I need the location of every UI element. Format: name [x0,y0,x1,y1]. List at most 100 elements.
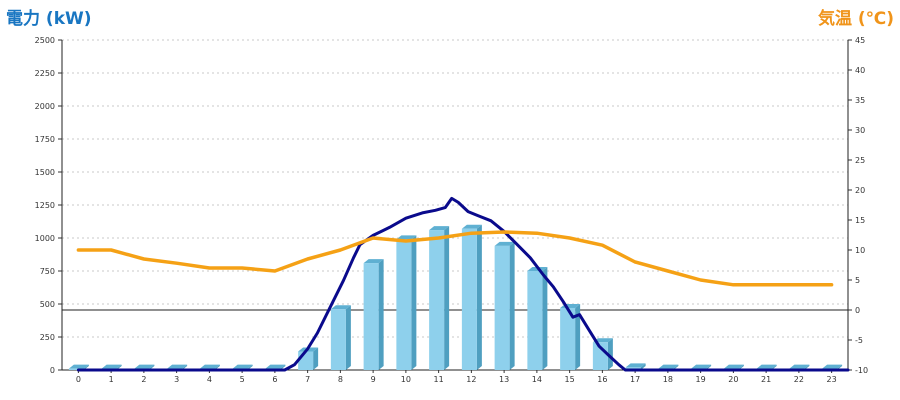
bar-side [444,226,450,370]
bar [429,226,450,370]
right-tick-label: 15 [855,216,865,225]
bar-face [527,271,543,370]
x-tick-label: 4 [207,375,212,384]
left-tick-label: 1750 [35,135,55,144]
temperature-line [76,230,834,287]
bar-side [640,363,646,370]
bar-side [378,259,384,370]
bar-top [68,364,89,369]
x-tick-label: 17 [630,375,640,384]
bar-top [756,364,777,369]
left-tick-label: 2500 [35,36,55,45]
x-tick-label: 13 [499,375,509,384]
x-tick-label: 18 [663,375,673,384]
x-tick-label: 5 [240,375,245,384]
x-tick-label: 21 [761,375,771,384]
bar-face [396,239,412,370]
right-tick-label: -5 [855,336,863,345]
right-tick-label: 25 [855,156,865,165]
bar-top [101,364,122,369]
right-tick-label: 35 [855,96,865,105]
x-tick-label: 0 [76,375,81,384]
bar-top [461,224,482,229]
bar [461,224,482,370]
bar-side [313,347,319,370]
x-tick-label: 11 [434,375,444,384]
left-tick-label: 0 [50,366,55,375]
x-tick-label: 14 [532,375,542,384]
bar-side [542,267,548,370]
x-tick-label: 22 [794,375,804,384]
right-tick-label: 20 [855,186,865,195]
bar [527,267,548,370]
bar-top [363,259,384,264]
left-tick-label: 1250 [35,201,55,210]
bar-top [822,364,843,369]
bar-top [396,235,417,240]
bar-face [560,307,576,370]
bar-top [232,364,253,369]
left-axis-title: 電力 (kW) [6,9,92,29]
bar-top [429,226,450,231]
x-tick-label: 10 [401,375,411,384]
x-tick-label: 12 [466,375,476,384]
x-tick-label: 6 [272,375,277,384]
x-tick-label: 15 [565,375,575,384]
bar-top [199,364,220,369]
left-tick-label: 500 [40,300,55,309]
x-tick-label: 23 [827,375,837,384]
bar-side [345,305,351,370]
right-tick-label: 30 [855,126,865,135]
bar [560,303,581,370]
x-tick-label: 3 [174,375,179,384]
bar-top [265,364,286,369]
bar [363,259,384,370]
bar [592,338,613,370]
right-tick-label: -10 [855,366,868,375]
bar-face [429,230,445,370]
left-tick-label: 2250 [35,69,55,78]
x-tick-label: 19 [696,375,706,384]
x-tick-label: 20 [728,375,738,384]
left-tick-label: 1500 [35,168,55,177]
bar-top [789,364,810,369]
bar [396,235,417,370]
bar [494,241,515,370]
power-line [76,196,850,372]
bar-top [330,305,351,310]
x-tick-label: 1 [109,375,114,384]
x-tick-label: 8 [338,375,343,384]
x-tick-label: 16 [597,375,607,384]
bar-face [461,228,477,370]
right-tick-label: 10 [855,246,865,255]
left-tick-label: 2000 [35,102,55,111]
bar-face [363,263,379,370]
left-tick-label: 750 [40,267,55,276]
bar-top [658,364,679,369]
bar-top [592,338,613,343]
left-tick-label: 1000 [35,234,55,243]
right-axis-title: 気温 (℃) [817,9,894,29]
bar-side [575,303,581,370]
x-tick-label: 9 [371,375,376,384]
left-tick-label: 250 [40,333,55,342]
bar-top [494,241,515,246]
bar-top [723,364,744,369]
bar-top [134,364,155,369]
bar-top [625,363,646,368]
bar-face [494,245,510,370]
bar-side [411,235,417,370]
bar-face [68,368,84,370]
x-tick-label: 7 [305,375,310,384]
bar-side [476,224,482,370]
bar-top [167,364,188,369]
right-tick-label: 45 [855,36,865,45]
bar-face [330,309,346,370]
bar-side [607,338,613,370]
bar [330,305,351,370]
right-tick-label: 0 [855,306,860,315]
x-tick-label: 2 [141,375,146,384]
bar-face [298,351,314,370]
bar-side [509,241,515,370]
